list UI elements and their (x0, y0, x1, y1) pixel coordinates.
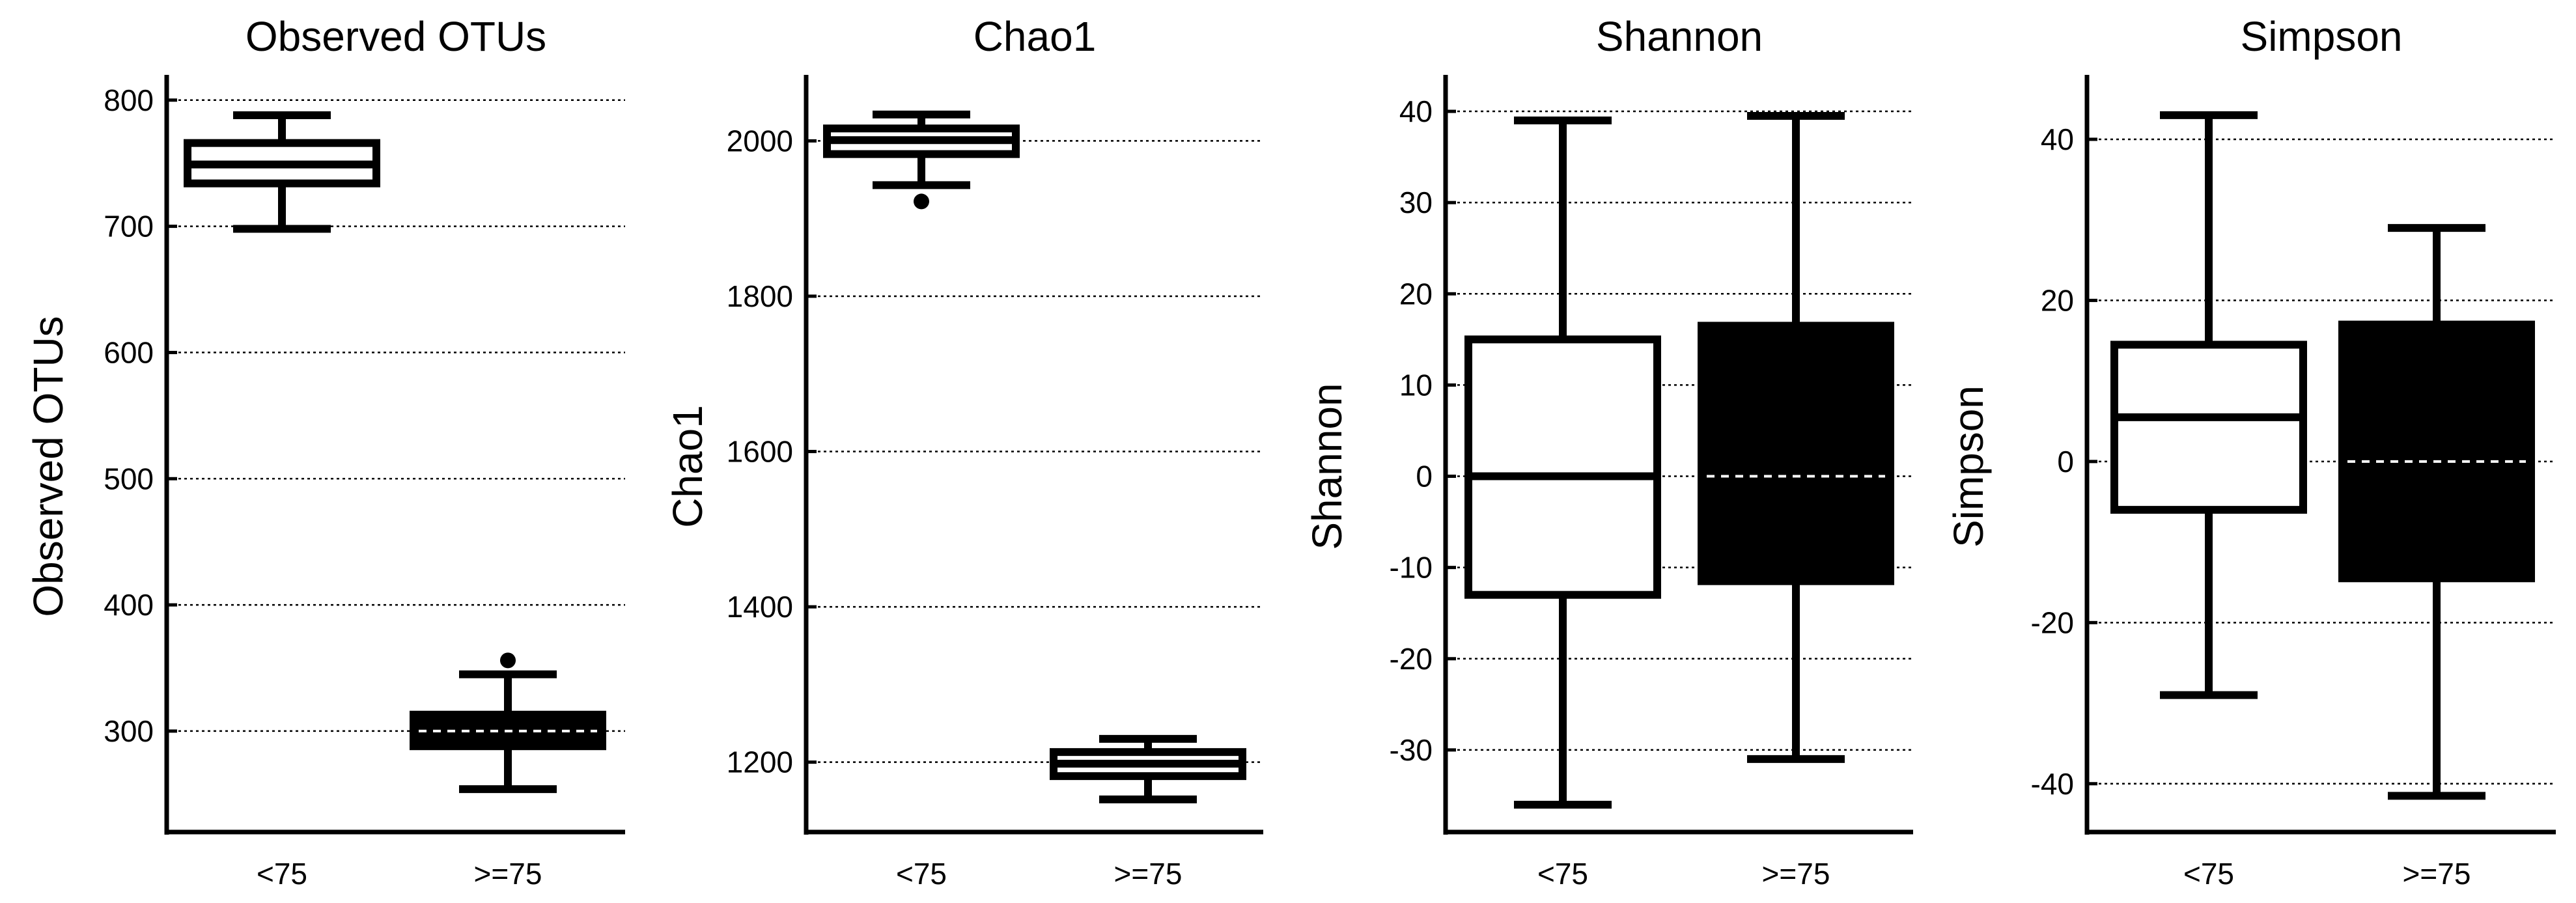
box-2 (1698, 112, 1894, 763)
x-tick-label: <75 (257, 857, 307, 891)
chart-title: Chao1 (973, 13, 1097, 60)
x-tick-label: <75 (1537, 857, 1588, 891)
y-tick-label: -20 (1390, 642, 1433, 676)
box-iqr (410, 710, 606, 751)
box-1 (1464, 117, 1661, 809)
y-tick-label: -10 (1390, 551, 1433, 585)
y-tick-label: 400 (104, 588, 154, 622)
x-tick-label: >=75 (1114, 857, 1183, 891)
chart-title: Simpson (2241, 13, 2403, 60)
y-tick-label: 1600 (727, 435, 793, 469)
box-2 (410, 652, 606, 794)
x-tick-label: >=75 (1762, 857, 1830, 891)
y-tick-label: 600 (104, 335, 154, 369)
y-tick-label: -20 (2031, 605, 2074, 639)
box-1 (2110, 111, 2307, 699)
box-iqr (1464, 335, 1661, 599)
box-iqr (2110, 340, 2307, 514)
y-tick-label: 30 (1399, 186, 1433, 219)
box-iqr (2338, 320, 2535, 583)
y-tick-label: 20 (2041, 283, 2074, 317)
chart-panel: <75 >=75 -40 -20 0 20 40 Simpson Simpson (1945, 13, 2556, 891)
y-tick-label: 1800 (727, 279, 793, 313)
y-tick-label: 0 (1416, 460, 1433, 493)
y-tick-label: 10 (1399, 368, 1433, 402)
y-tick-label: -40 (2031, 767, 2074, 801)
chart-title: Observed OTUs (245, 13, 546, 60)
y-axis-label: Observed OTUs (25, 316, 72, 617)
y-tick-label: 20 (1399, 277, 1433, 311)
chart-panel: <75 >=75 300 400 500 600 700 800 Observed OTUs Ob… (25, 13, 625, 891)
y-tick-label: 40 (1399, 94, 1433, 128)
box-1 (823, 110, 1020, 210)
y-tick-label: 2000 (727, 124, 793, 158)
box-2 (1050, 734, 1246, 803)
y-tick-label: 40 (2041, 122, 2074, 156)
x-tick-label: >=75 (474, 857, 542, 891)
chart-title: Shannon (1596, 13, 1763, 60)
y-tick-label: 700 (104, 210, 154, 243)
x-tick-label: >=75 (2403, 857, 2471, 891)
y-axis-label: Chao1 (664, 405, 711, 528)
y-tick-label: -30 (1390, 733, 1433, 767)
chart-panel: <75 >=75 -30 -20 -10 0 10 20 30 40 Shannon Shannon (1304, 13, 1913, 891)
outlier-point (500, 652, 516, 669)
y-tick-label: 500 (104, 462, 154, 495)
y-axis-label: Shannon (1304, 383, 1351, 549)
box-1 (184, 111, 380, 233)
chart-panel: <75 >=75 1200 1400 1600 1800 2000 Chao1 Chao1 (664, 13, 1263, 891)
outlier-point (914, 193, 929, 210)
y-tick-label: 1400 (727, 590, 793, 624)
box-2 (2338, 224, 2535, 800)
x-tick-label: <75 (896, 857, 947, 891)
y-axis-label: Simpson (1945, 385, 1992, 548)
y-tick-label: 300 (104, 714, 154, 748)
y-tick-label: 800 (104, 83, 154, 117)
box-iqr (1698, 322, 1894, 585)
y-tick-label: 0 (2057, 445, 2074, 479)
y-tick-label: 1200 (727, 745, 793, 779)
x-tick-label: <75 (2183, 857, 2234, 891)
